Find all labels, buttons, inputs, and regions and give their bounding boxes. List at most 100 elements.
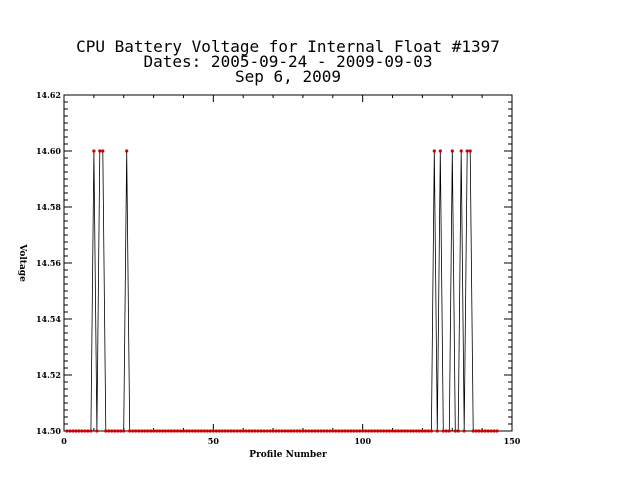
voltage-point — [373, 429, 377, 433]
voltage-point — [205, 429, 209, 433]
y-axis-label: Voltage — [17, 243, 27, 282]
voltage-point — [486, 429, 490, 433]
voltage-point — [304, 429, 308, 433]
voltage-point — [408, 429, 413, 433]
voltage-point — [80, 429, 84, 433]
voltage-point — [274, 429, 278, 433]
y-tick-label: 14.50 — [36, 426, 61, 436]
voltage-series — [65, 149, 499, 433]
y-axis: 14.50 14.52 14.54 14.56 14.58 14.60 14.62 — [36, 90, 512, 436]
plot-frame — [63, 94, 513, 432]
voltage-point — [113, 429, 117, 433]
voltage-point — [453, 429, 457, 433]
voltage-point — [355, 429, 359, 433]
voltage-point — [241, 429, 245, 433]
voltage-point — [402, 429, 407, 433]
voltage-point — [250, 429, 254, 433]
voltage-point — [444, 429, 448, 433]
x-tick-label: 100 — [354, 436, 371, 446]
voltage-point — [480, 429, 484, 433]
voltage-point — [181, 429, 186, 433]
voltage-point — [447, 429, 451, 433]
voltage-point — [286, 429, 290, 433]
voltage-point — [411, 429, 415, 433]
voltage-point — [385, 429, 389, 433]
voltage-point — [152, 429, 156, 433]
voltage-point — [322, 429, 326, 433]
voltage-point — [313, 429, 317, 433]
voltage-point — [77, 429, 81, 433]
voltage-point — [483, 429, 487, 433]
voltage-point — [265, 429, 269, 433]
voltage-point — [358, 429, 362, 433]
voltage-point — [193, 429, 197, 433]
x-axis-label: Profile Number — [249, 450, 327, 460]
voltage-point — [68, 429, 72, 433]
voltage-point — [220, 429, 224, 433]
voltage-point — [247, 429, 251, 433]
voltage-point — [98, 149, 102, 153]
voltage-point — [166, 429, 171, 433]
voltage-point — [107, 429, 111, 433]
voltage-point — [429, 429, 433, 433]
voltage-point — [495, 429, 499, 433]
voltage-point — [474, 429, 478, 433]
chart-title-line-1: CPU Battery Voltage for Internal Float #… — [76, 37, 500, 56]
voltage-point — [477, 429, 481, 433]
voltage-point — [178, 429, 183, 433]
voltage-point — [196, 429, 200, 433]
voltage-point — [71, 429, 75, 433]
voltage-point — [280, 429, 284, 433]
voltage-point — [382, 429, 386, 433]
voltage-point — [190, 429, 194, 433]
voltage-point — [361, 429, 365, 433]
voltage-point — [352, 429, 356, 433]
y-tick-label: 14.54 — [36, 314, 61, 324]
voltage-point — [169, 429, 174, 433]
voltage-point — [420, 429, 424, 433]
voltage-point — [95, 429, 99, 433]
voltage-point — [89, 429, 93, 433]
voltage-point — [143, 429, 147, 433]
voltage-point — [450, 149, 454, 153]
voltage-point — [349, 429, 353, 433]
voltage-point — [92, 149, 96, 153]
voltage-point — [435, 429, 439, 433]
voltage-point — [376, 429, 380, 433]
voltage-point — [331, 429, 335, 433]
voltage-point — [155, 429, 159, 433]
voltage-point — [229, 429, 233, 433]
voltage-point — [441, 429, 445, 433]
voltage-point — [468, 149, 472, 153]
voltage-point — [471, 429, 475, 433]
voltage-line — [67, 150, 498, 432]
voltage-point — [370, 429, 374, 433]
voltage-point — [432, 149, 436, 153]
voltage-point — [456, 429, 460, 433]
voltage-point — [101, 149, 105, 153]
voltage-point — [328, 429, 332, 433]
voltage-point — [149, 429, 153, 433]
voltage-point — [128, 429, 132, 433]
voltage-point — [277, 429, 281, 433]
voltage-point — [399, 429, 404, 433]
voltage-point — [426, 429, 430, 433]
voltage-point — [208, 429, 212, 433]
y-tick-label: 14.52 — [36, 370, 61, 380]
y-tick-label: 14.60 — [36, 146, 61, 156]
voltage-point — [146, 429, 150, 433]
voltage-point — [199, 429, 203, 433]
voltage-point — [74, 429, 78, 433]
voltage-point — [262, 429, 266, 433]
voltage-point — [465, 149, 469, 153]
voltage-point — [110, 429, 114, 433]
voltage-point — [390, 429, 395, 433]
voltage-point — [161, 429, 165, 433]
voltage-point — [405, 429, 410, 433]
voltage-point — [489, 429, 493, 433]
voltage-point — [417, 429, 421, 433]
voltage-point — [65, 429, 69, 433]
x-tick-label: 150 — [504, 436, 521, 446]
voltage-point — [83, 429, 87, 433]
voltage-point — [334, 429, 338, 433]
